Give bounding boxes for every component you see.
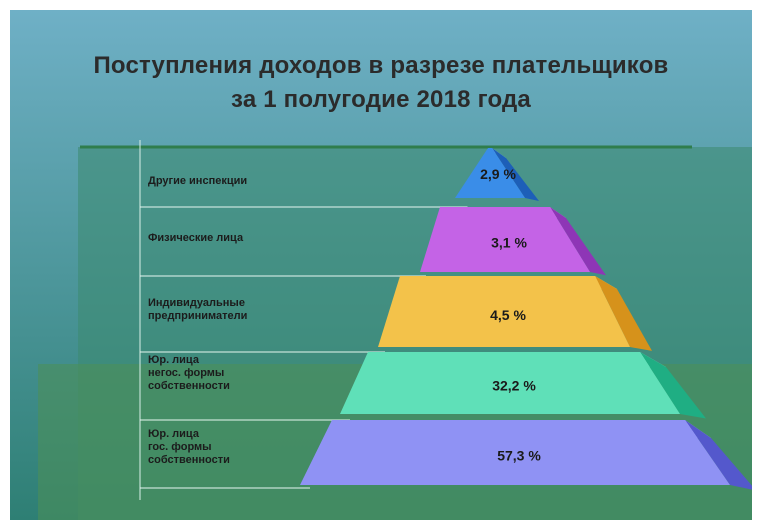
pyramid-level-4: 32,2 % [340, 352, 706, 419]
level-side-face [685, 420, 752, 490]
level-value-label: 57,3 % [497, 447, 541, 463]
pyramid-chart: 2,9 % 3,1 % 4,5 % 32,2 % 57,3 % [140, 148, 752, 490]
level-side-face [595, 276, 652, 351]
level-front-face [455, 148, 525, 198]
level-category-label: Другие инспекции [148, 175, 248, 187]
level-side-face [492, 148, 539, 201]
level-front-face [340, 352, 680, 414]
level-category-label: Физические лица [148, 232, 244, 244]
level-value-label: 3,1 % [491, 234, 527, 250]
level-front-face [378, 276, 630, 347]
pyramid-level-5: 57,3 % [300, 420, 752, 490]
level-side-face [550, 207, 606, 276]
level-category-label: Индивидуальные предприниматели [148, 297, 248, 322]
pyramid-level-2: 3,1 % [420, 207, 606, 276]
level-value-label: 4,5 % [490, 307, 526, 323]
level-front-face [420, 207, 590, 272]
page-subtitle: за 1 полугодие 2018 года [231, 86, 531, 113]
pyramid-level-1: 2,9 % [455, 148, 539, 201]
level-value-label: 32,2 % [492, 377, 536, 393]
level-category-label: Юр. лица гос. формы собственности [148, 428, 230, 466]
level-value-label: 2,9 % [480, 166, 516, 182]
slide: Поступления доходов в разрезе плательщик… [10, 10, 752, 520]
level-category-label: Юр. лица негос. формы собственности [148, 354, 230, 392]
page-title: Поступления доходов в разрезе плательщик… [93, 52, 669, 79]
level-side-face [640, 352, 706, 419]
pyramid-level-3: 4,5 % [378, 276, 652, 351]
level-front-face [300, 420, 730, 485]
